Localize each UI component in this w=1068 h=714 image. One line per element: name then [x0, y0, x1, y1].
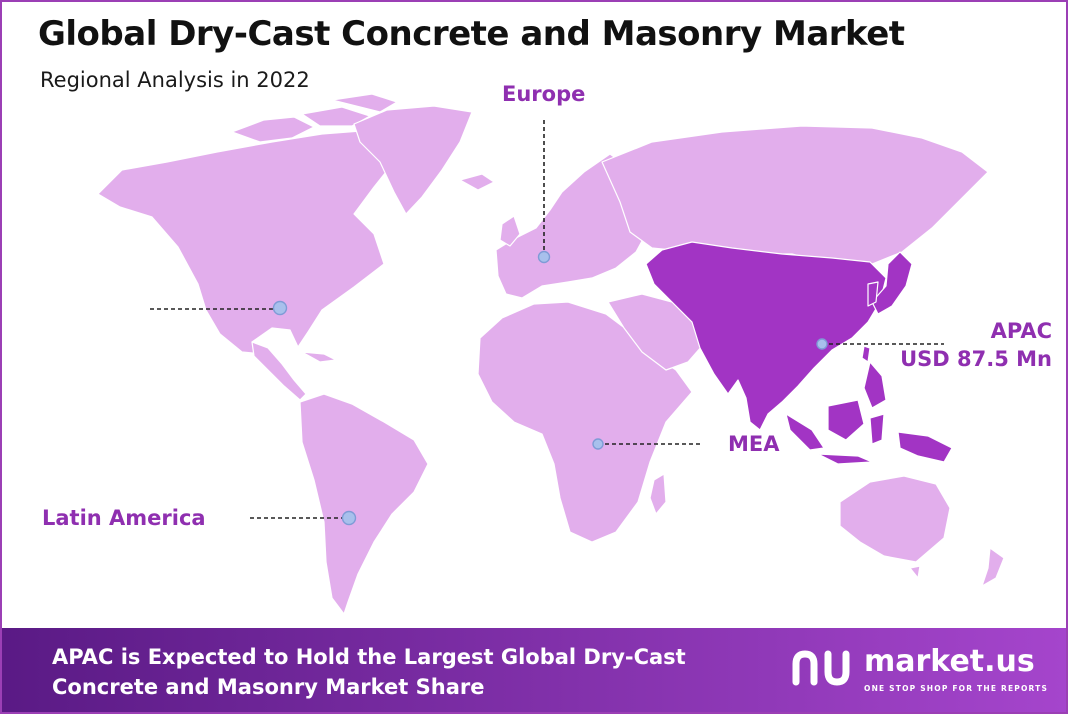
apac-label: APAC — [990, 319, 1052, 343]
new-zealand-landmass — [981, 547, 1005, 587]
caribbean-islands — [301, 351, 337, 363]
south-america-landmass — [299, 393, 429, 615]
page-subtitle: Regional Analysis in 2022 — [40, 68, 310, 92]
sumatra-region — [785, 413, 825, 451]
apac-mainland-region — [645, 241, 887, 431]
iceland-landmass — [459, 173, 495, 191]
brand-tagline: ONE STOP SHOP FOR THE REPORTS — [864, 684, 1049, 693]
apac-marker — [816, 338, 828, 350]
latin-america-label: Latin America — [42, 506, 206, 530]
footer-banner: APAC is Expected to Hold the Largest Glo… — [2, 628, 1066, 712]
uk-landmass — [499, 215, 521, 247]
philippines-region — [863, 361, 887, 409]
apac-value: USD 87.5 Mn — [900, 347, 1052, 371]
north-asia-landmass — [601, 125, 989, 265]
central-america-landmass — [251, 341, 307, 401]
middle-east-landmass — [607, 293, 703, 371]
taiwan-region — [861, 345, 871, 363]
north-america-landmass — [97, 129, 411, 355]
footer-headline: APAC is Expected to Hold the Largest Glo… — [52, 645, 686, 699]
new-guinea-region — [897, 431, 953, 463]
world-map — [97, 93, 1005, 615]
java-region — [817, 453, 873, 465]
mea-marker — [592, 438, 604, 450]
mea-label: MEA — [728, 432, 780, 456]
north-america-marker — [272, 300, 288, 316]
brand-name: market.us — [864, 644, 1035, 679]
latin-america-marker — [341, 510, 357, 526]
sulawesi-region — [869, 413, 885, 445]
australia-landmass — [839, 475, 951, 563]
page-title: Global Dry-Cast Concrete and Masonry Mar… — [38, 14, 905, 54]
madagascar-landmass — [649, 473, 667, 515]
korea-region — [867, 281, 879, 307]
europe-marker — [537, 250, 551, 264]
japan-region — [871, 251, 913, 315]
europe-label: Europe — [502, 82, 586, 106]
borneo-region — [827, 399, 865, 441]
market-us-logo-icon — [792, 650, 850, 686]
greenland-landmass — [353, 105, 473, 215]
tasmania-landmass — [909, 565, 921, 579]
arctic-islands — [231, 93, 398, 143]
africa-landmass — [477, 301, 693, 543]
apac-callout: APAC USD 87.5 Mn — [900, 317, 1052, 373]
